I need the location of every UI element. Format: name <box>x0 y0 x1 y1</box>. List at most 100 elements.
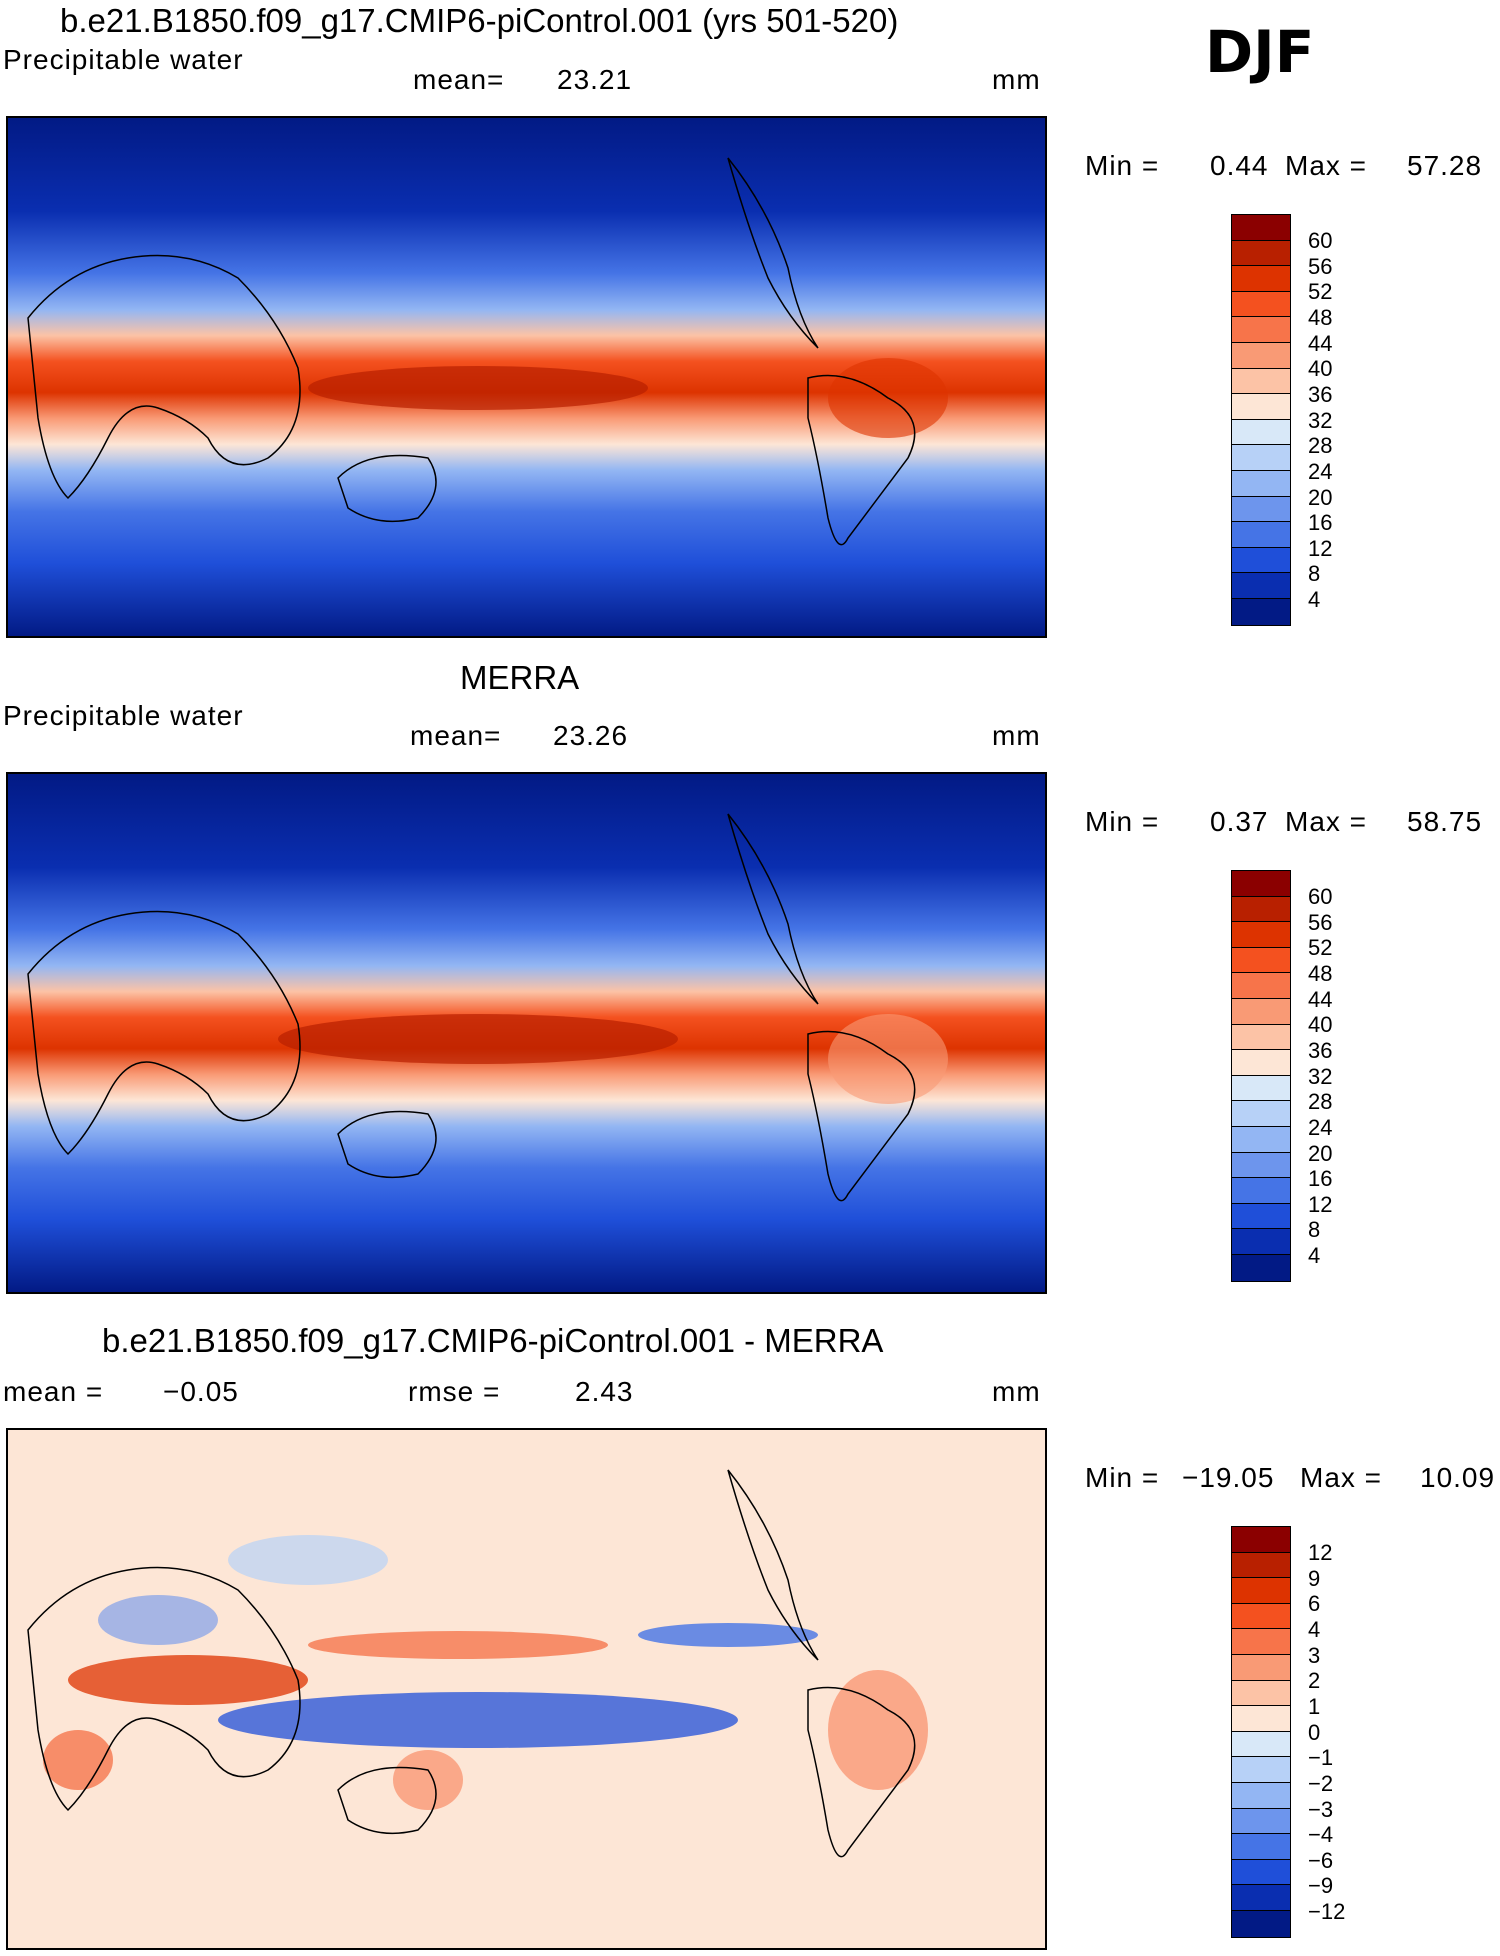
panel3-swatch <box>1232 1629 1290 1655</box>
panel3-level-label: −12 <box>1308 1899 1346 1924</box>
panel2-swatch <box>1232 1075 1290 1102</box>
panel2-level-label: 24 <box>1308 1115 1333 1140</box>
panel3-level-label: 4 <box>1308 1617 1321 1642</box>
panel2-swatch <box>1232 922 1290 948</box>
panel3-swatch <box>1232 1834 1290 1860</box>
panel1-level-label: 8 <box>1308 561 1321 586</box>
panel3-swatch <box>1232 1552 1290 1579</box>
panel3-swatch <box>1232 1757 1290 1783</box>
panel1-swatch <box>1232 496 1290 523</box>
coastlines <box>27 813 916 1202</box>
panel2-level-label: 16 <box>1308 1166 1333 1191</box>
panel1-level-label: 32 <box>1308 408 1333 433</box>
panel2-level-label: 60 <box>1308 884 1333 909</box>
panel1-swatch <box>1232 547 1290 574</box>
panel2-swatch <box>1232 1152 1290 1179</box>
panel2-max-label: Max = <box>1285 806 1368 837</box>
panel3-mean-value: −0.05 <box>163 1376 239 1407</box>
panel2-min-value: 0.37 <box>1210 806 1269 837</box>
panel3-level-label: −9 <box>1308 1873 1334 1898</box>
panel3-level-label: 0 <box>1308 1720 1321 1745</box>
panel1-swatch <box>1232 598 1290 625</box>
panel1-mean-value: 23.21 <box>557 64 633 95</box>
panel3-max-label: Max = <box>1300 1462 1383 1493</box>
panel1-level-label: 40 <box>1308 356 1333 381</box>
season-label: DJF <box>1205 18 1315 86</box>
panel1-max-value: 57.28 <box>1407 150 1483 181</box>
panel1-map-svg <box>8 118 1045 636</box>
panel1-swatch <box>1232 419 1290 446</box>
panel1-swatch <box>1232 394 1290 420</box>
panel3-min-label: Min = <box>1085 1462 1160 1493</box>
panel3-colorbar <box>1231 1526 1291 1938</box>
panel2-max-value: 58.75 <box>1407 806 1483 837</box>
panel1-max-label: Max = <box>1285 150 1368 181</box>
panel1-title: b.e21.B1850.f09_g17.CMIP6-piControl.001 … <box>60 2 899 39</box>
panel2-swatch <box>1232 896 1290 923</box>
panel2-level-label: 40 <box>1308 1012 1333 1037</box>
panel3-rmse-value: 2.43 <box>575 1376 634 1407</box>
panel3-level-label: 6 <box>1308 1591 1321 1616</box>
panel2-swatch <box>1232 1178 1290 1204</box>
panel1-swatch <box>1232 368 1290 395</box>
panel3-swatch <box>1232 1859 1290 1886</box>
panel3-swatch <box>1232 1910 1290 1937</box>
panel2-mean-label: mean= <box>410 720 502 751</box>
panel1-swatch <box>1232 573 1290 599</box>
panel2-level-label: 56 <box>1308 910 1333 935</box>
panel2-swatch <box>1232 947 1290 974</box>
panel3-swatch <box>1232 1603 1290 1630</box>
panel1-level-label: 48 <box>1308 305 1333 330</box>
panel3-swatch <box>1232 1680 1290 1707</box>
panel1-level-label: 28 <box>1308 433 1333 458</box>
panel3-level-label: −4 <box>1308 1822 1334 1847</box>
panel1-min-label: Min = <box>1085 150 1160 181</box>
panel1-level-label: 56 <box>1308 254 1333 279</box>
panel2-title: MERRA <box>460 659 580 696</box>
panel1-level-label: 4 <box>1308 587 1321 612</box>
panel2-swatch <box>1232 1101 1290 1127</box>
panel2-variable: Precipitable water <box>3 700 244 731</box>
panel3-swatch <box>1232 1578 1290 1604</box>
panel2-level-label: 32 <box>1308 1064 1333 1089</box>
panel3-mean-label: mean = <box>3 1376 104 1407</box>
panel3-level-label: 2 <box>1308 1668 1321 1693</box>
panel3-level-label: 12 <box>1308 1540 1333 1565</box>
panel2-level-label: 48 <box>1308 961 1333 986</box>
panel2-min-label: Min = <box>1085 806 1160 837</box>
panel2-level-label: 12 <box>1308 1192 1333 1217</box>
panel2-swatch <box>1232 1024 1290 1051</box>
panel2-swatch <box>1232 1229 1290 1255</box>
panel2-swatch <box>1232 1203 1290 1230</box>
coastlines <box>27 157 916 546</box>
panel1-swatch <box>1232 266 1290 292</box>
panel2-units: mm <box>992 720 1041 751</box>
panel3-swatch <box>1232 1731 1290 1758</box>
panel2-level-label: 28 <box>1308 1089 1333 1114</box>
panel1-swatch <box>1232 240 1290 267</box>
panel2-mean-value: 23.26 <box>553 720 629 751</box>
panel1-mean-label: mean= <box>413 64 505 95</box>
panel1-swatch <box>1232 342 1290 369</box>
panel2-swatch <box>1232 973 1290 999</box>
panel1-level-label: 24 <box>1308 459 1333 484</box>
panel3-level-label: −6 <box>1308 1848 1334 1873</box>
panel1-level-label: 60 <box>1308 228 1333 253</box>
panel1-swatch <box>1232 445 1290 471</box>
panel3-level-label: 1 <box>1308 1694 1321 1719</box>
panel2-level-label: 8 <box>1308 1217 1321 1242</box>
panel3-level-label: 9 <box>1308 1566 1321 1591</box>
coastlines <box>27 1469 916 1858</box>
panel2-level-label: 20 <box>1308 1141 1333 1166</box>
panel1-level-label: 44 <box>1308 331 1333 356</box>
panel3-map <box>6 1428 1047 1950</box>
panel2-level-label: 36 <box>1308 1038 1333 1063</box>
panel1-level-label: 16 <box>1308 510 1333 535</box>
panel2-map-svg <box>8 774 1045 1292</box>
panel3-level-label: 3 <box>1308 1643 1321 1668</box>
panel1-colorbar <box>1231 214 1291 626</box>
panel1-level-label: 12 <box>1308 536 1333 561</box>
panel1-swatch <box>1232 317 1290 343</box>
panel2-swatch <box>1232 998 1290 1025</box>
panel1-swatch <box>1232 291 1290 318</box>
